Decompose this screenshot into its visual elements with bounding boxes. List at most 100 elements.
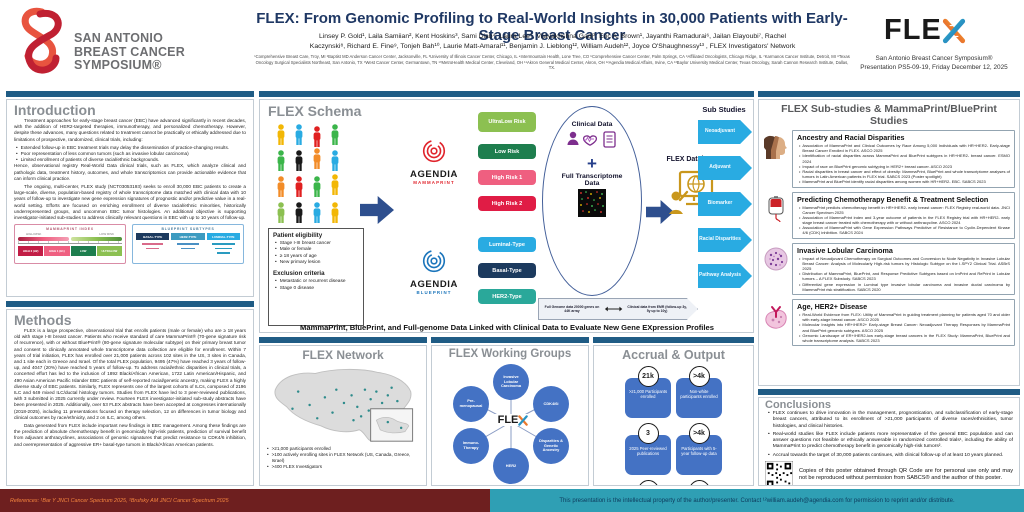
conclusion-bullet: FLEX continues to drive innovation in th… [765, 411, 1013, 430]
flow-arrow-icon [360, 196, 394, 224]
agendia-mammaprint-logo: AGENDIA MAMMAPRINT [396, 138, 472, 185]
blueprint-wordmark: BLUEPRINT [416, 290, 452, 295]
eligibility-item: New primary lesion [273, 260, 359, 266]
accrual-item: 14 FLEX Substudy abstracts accepted (202… [676, 480, 722, 485]
eligibility-item: Stage I-III breast cancer [273, 241, 359, 247]
chemotherapy-box: Predicting Chemotherapy Benefit & Treatm… [792, 191, 1015, 239]
accrual-output-panel: Accrual & Output 21k >21,000 Participant… [593, 345, 754, 486]
schema-section-bar [259, 91, 754, 97]
substudy-arrow-racial-disparities: Racial Disparities [698, 228, 752, 252]
risk-badge-high2: High Risk 2 [478, 196, 536, 211]
substudy-title: Invasive Lobular Carcinoma [797, 245, 893, 255]
substudy-arrow-biomarker: Biomarker [698, 192, 752, 216]
sabcs-line1: SAN ANTONIO [74, 31, 164, 45]
fingerprint-icon [422, 139, 446, 163]
methods-panel: Methods FLEX is a large prospective, obs… [6, 309, 254, 486]
qr-note: Copies of this poster obtained through Q… [799, 467, 1013, 481]
eligibility-title: Patient eligibility [273, 232, 323, 239]
sabcs-logo-text: SAN ANTONIO BREAST CANCER SYMPOSIUM® [74, 31, 234, 73]
low-risk-label: LOW RISK [99, 232, 114, 237]
sabcs-line2: BREAST CANCER [74, 44, 185, 59]
substudy-section-age-her2: Age, HER2+ Disease Real-World Evidence f… [763, 298, 1015, 347]
methods-paragraph-1: FLEX is a large prospective, observation… [14, 328, 246, 420]
substudy-bullet: Association of MammaPrint and Clinical O… [797, 143, 1010, 153]
conclusions-section-bar [758, 389, 1020, 395]
high-risk-label: HIGH RISK [26, 232, 42, 237]
conclusions-heading: Conclusions [765, 399, 832, 411]
schema-caption: MammaPrint, BluePrint, and Full-genome D… [300, 323, 714, 332]
substudy-bullet: Genomic Landscape of ER+/HER2-low early-… [797, 333, 1010, 343]
conclusion-bullet: Accrual towards the target of 30,000 pat… [765, 453, 1013, 459]
fingerprint-icon [422, 249, 446, 273]
affiliations: ¹Comprehensive Breast Care, Troy, MI ²Ba… [254, 54, 850, 71]
substudy-section-ancestry: Ancestry and Racial Disparities Associat… [763, 130, 1015, 188]
flex-database-icon [669, 170, 714, 214]
ilc-box: Invasive Lobular Carcinoma Impact of Neo… [792, 242, 1015, 295]
emr-note: Clinical data from EMR (follow-up 3y, 5y… [627, 304, 687, 313]
transcriptome-label: Full Transcriptome Data [561, 173, 623, 188]
intro-bullet: Limited enrollment of patients of divers… [14, 157, 246, 163]
footer-references-band: References: ¹Bar Y JNCI Cancer Spectrum … [0, 489, 490, 512]
accrual-value: 14 [688, 480, 710, 485]
microarray-image [578, 189, 606, 218]
genome-note: Full Genome data 20000 genes on 44K arra… [544, 304, 600, 313]
bp-col-her2: HER2-TYPE [171, 233, 205, 241]
flex-dna-x-icon [518, 414, 529, 426]
substudy-bullet: Racial disparities in breast cancer and … [797, 169, 1010, 179]
wg-invasive-lobular-carcinoma: Invasive Lobular Carcinoma [493, 364, 529, 400]
methods-section-bar [6, 301, 254, 307]
wg-pre-menopausal: Pre-menopausal [453, 386, 489, 422]
intro-section-bar [6, 91, 254, 97]
working-groups-section-bar [431, 337, 589, 343]
substudy-title: Predicting Chemotherapy Benefit & Treatm… [797, 194, 989, 204]
accrual-item: >4k Non-white participants enrolled [676, 366, 722, 418]
blueprint-subtypes-figure: BLUEPRINT SUBTYPES BASAL-TYPE HER2-TYPE … [132, 224, 244, 265]
subtype-badge-luminal: Luminal-Type [478, 237, 536, 252]
intro-bullet: Poor representation of less common tumor… [14, 151, 246, 157]
qr-code [765, 460, 793, 485]
subtype-badge-her2: HER2-Type [478, 289, 536, 304]
exclusion-item: Metastatic or recurrent disease [273, 279, 359, 285]
methods-heading: Methods [14, 312, 72, 328]
conclusions-panel: Conclusions FLEX continues to drive inno… [758, 397, 1020, 486]
wg-disparities-genetic-ancestry: Disparities & Genetic Ancestry [533, 428, 569, 464]
intro-bullet: Extended follow-up in EBC treatment tria… [14, 145, 246, 151]
substudy-bullet: Molecular Insights into HR+/HER2+ Early-… [797, 322, 1010, 332]
substudy-section-chemotherapy: Predicting Chemotherapy Benefit & Treatm… [763, 191, 1015, 239]
mammaprint-index-scale [18, 237, 122, 242]
substudy-bullet: Differential gene expression in Luminal … [797, 282, 1010, 292]
sabcs-logo [12, 6, 74, 89]
flex-logo-text: FLE [884, 14, 942, 46]
substudy-title: Age, HER2+ Disease [797, 301, 868, 311]
methods-paragraph-2: Data generated from FLEX include importa… [14, 423, 246, 447]
accrual-value: >4k [688, 423, 710, 444]
mp-cat-high2: HIGH 2 (H2) [18, 246, 44, 257]
age-her2-box: Age, HER2+ Disease Real-World Evidence f… [792, 298, 1015, 347]
mammaprint-wordmark: MAMMAPRINT [413, 180, 455, 185]
sabcs-line3: SYMPOSIUM® [74, 58, 162, 72]
accrual-value: >4k [688, 366, 710, 387]
bp-col-basal: BASAL-TYPE [136, 233, 170, 241]
mammaprint-index-figure: MAMMAPRINT INDEX HIGH RISK LOW RISK HIGH… [14, 224, 126, 265]
substudy-bullet: Impact of race on BluePrint genomic subt… [797, 164, 1010, 169]
footer-references: References: ¹Bar Y JNCI Cancer Spectrum … [10, 497, 229, 504]
introduction-panel: Introduction Treatment approaches for ea… [6, 99, 254, 297]
poster-title: FLEX: From Genomic Profiling to Real-Wor… [256, 10, 848, 44]
accrual-value: 21k [637, 366, 659, 387]
substudy-bullet: Association of MammaPrint index and 3-ye… [797, 215, 1010, 225]
substudy-bullet: Identification of racial disparities acr… [797, 153, 1010, 163]
data-ellipse: Clinical Data + Full Transcriptome Data [542, 106, 642, 296]
substudy-bullet: Distribution of MammaPrint, BluePrint, a… [797, 271, 1010, 281]
substudy-bullet: Impact of Neoadjuvant Chemotherapy on Su… [797, 256, 1010, 272]
symposium-line1: San Antonio Breast Cancer Symposium® [875, 55, 993, 62]
substudy-arrow-pathway-analysis: Pathway Analysis [698, 264, 752, 288]
clinical-data-label: Clinical Data [571, 121, 613, 128]
exclusion-title: Exclusion criteria [273, 270, 325, 278]
subtype-badge-basal: Basal-Type [478, 263, 536, 278]
conclusion-bullet: Real-world studies like FLEX include pat… [765, 432, 1013, 451]
accrual-value: >3k [637, 480, 659, 485]
mp-cat-ultralow: ULTRALOW [96, 246, 122, 257]
wg-center-flex-logo: FLE [491, 414, 535, 426]
network-bullet: >400 FLEX Investigators [265, 464, 421, 470]
substudy-bullet: Real-World Evidence from FLEX: Utility o… [797, 312, 1010, 322]
